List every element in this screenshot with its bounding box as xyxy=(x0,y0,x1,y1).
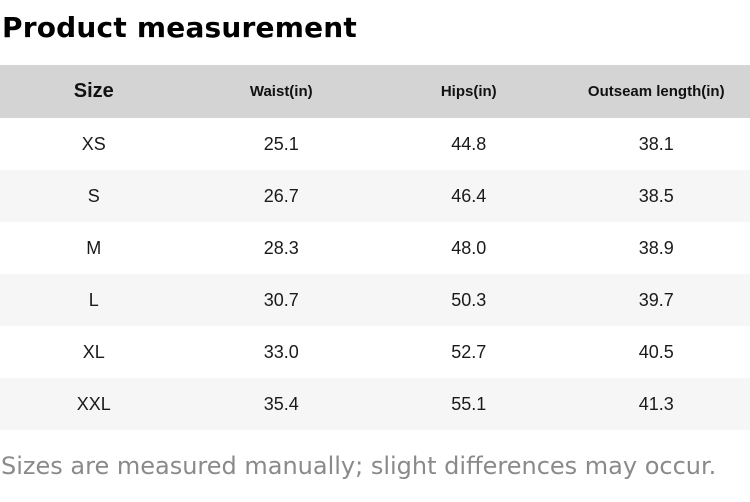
table-row: S 26.7 46.4 38.5 xyxy=(0,170,750,222)
cell-waist: 30.7 xyxy=(263,289,299,310)
cell-size: M xyxy=(86,237,102,258)
cell-hips: 52.7 xyxy=(451,341,487,362)
size-chart-table: Size Waist(in) Hips(in) Outseam length(i… xyxy=(0,65,750,430)
table-row: XL 33.0 52.7 40.5 xyxy=(0,326,750,378)
cell-hips: 50.3 xyxy=(451,289,487,310)
cell-size: S xyxy=(87,185,100,206)
column-header-size: Size xyxy=(73,80,114,102)
cell-outseam: 38.9 xyxy=(638,237,674,258)
cell-waist: 25.1 xyxy=(263,133,299,154)
table-header-row: Size Waist(in) Hips(in) Outseam length(i… xyxy=(0,65,750,118)
cell-outseam: 40.5 xyxy=(638,341,674,362)
cell-hips: 55.1 xyxy=(451,393,487,414)
cell-waist: 35.4 xyxy=(263,393,299,414)
footer-note: Sizes are measured manually; slight diff… xyxy=(1,452,717,480)
table-row: XXL 35.4 55.1 41.3 xyxy=(0,378,750,430)
cell-waist: 26.7 xyxy=(263,185,299,206)
cell-hips: 48.0 xyxy=(451,237,487,258)
table-row: XS 25.1 44.8 38.1 xyxy=(0,118,750,170)
cell-waist: 33.0 xyxy=(263,341,299,362)
column-header-outseam: Outseam length(in) xyxy=(587,83,725,100)
column-header-hips: Hips(in) xyxy=(440,83,497,100)
page-title: Product measurement xyxy=(2,11,358,44)
size-table-body: XS 25.1 44.8 38.1 S 26.7 46.4 38.5 M 28.3 48.0 38.9… xyxy=(0,118,750,430)
cell-outseam: 38.5 xyxy=(638,185,674,206)
cell-waist: 28.3 xyxy=(263,237,299,258)
cell-size: L xyxy=(88,289,99,310)
cell-hips: 46.4 xyxy=(451,185,487,206)
cell-size: XL xyxy=(82,341,105,362)
cell-outseam: 39.7 xyxy=(638,289,674,310)
table-row: L 30.7 50.3 39.7 xyxy=(0,274,750,326)
cell-hips: 44.8 xyxy=(451,133,487,154)
cell-outseam: 41.3 xyxy=(638,393,674,414)
cell-outseam: 38.1 xyxy=(638,133,674,154)
cell-size: XS xyxy=(81,133,106,154)
column-header-waist: Waist(in) xyxy=(249,83,313,100)
cell-size: XXL xyxy=(76,393,111,414)
table-row: M 28.3 48.0 38.9 xyxy=(0,222,750,274)
